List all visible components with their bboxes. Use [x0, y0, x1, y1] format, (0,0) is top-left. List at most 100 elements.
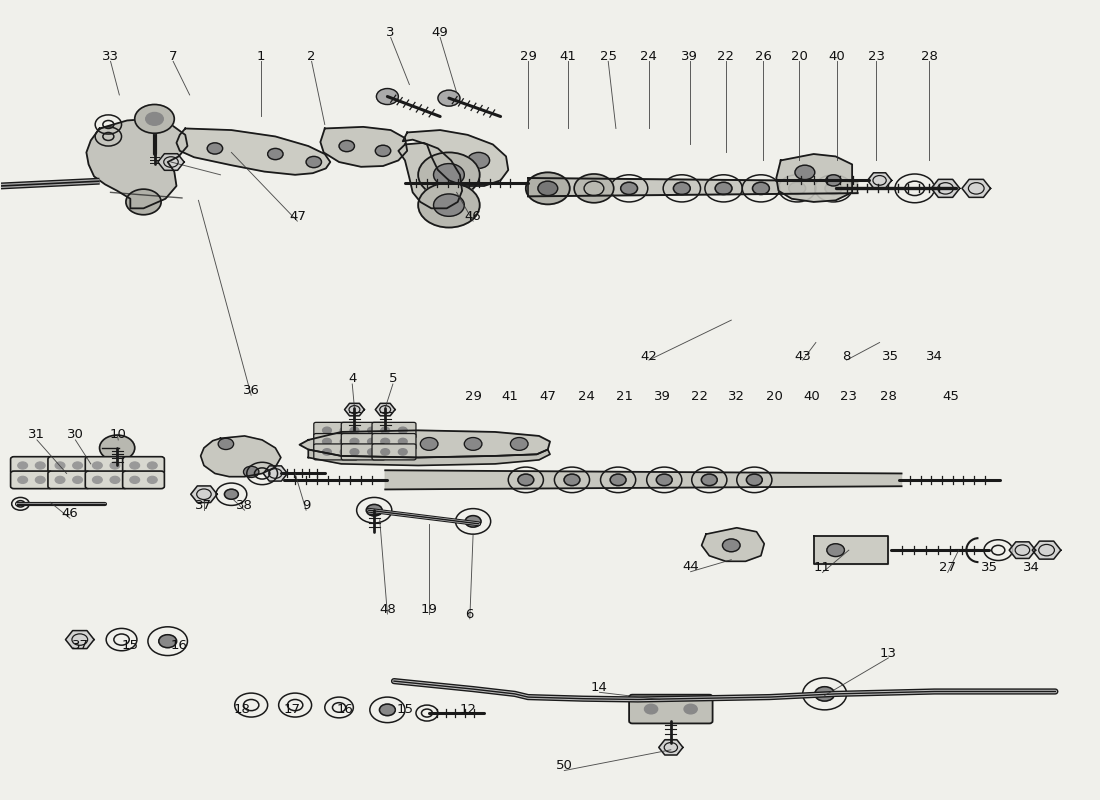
- Circle shape: [367, 427, 376, 434]
- Text: 39: 39: [653, 390, 671, 402]
- Text: 13: 13: [880, 646, 896, 660]
- Text: 43: 43: [794, 350, 811, 362]
- Circle shape: [518, 474, 534, 486]
- Polygon shape: [777, 154, 852, 202]
- Text: 45: 45: [943, 390, 959, 402]
- Circle shape: [464, 438, 482, 450]
- FancyBboxPatch shape: [86, 457, 126, 474]
- Text: 42: 42: [640, 350, 658, 362]
- Circle shape: [339, 141, 354, 152]
- Text: 28: 28: [880, 390, 896, 402]
- Circle shape: [322, 438, 331, 445]
- Circle shape: [620, 182, 638, 194]
- FancyBboxPatch shape: [48, 471, 90, 489]
- Text: 32: 32: [728, 390, 746, 402]
- Circle shape: [92, 476, 102, 483]
- Circle shape: [376, 89, 398, 105]
- Circle shape: [18, 462, 28, 469]
- Text: 35: 35: [981, 562, 998, 574]
- Circle shape: [367, 438, 376, 445]
- Circle shape: [110, 476, 120, 483]
- Text: 50: 50: [556, 759, 573, 772]
- Polygon shape: [702, 528, 764, 562]
- Text: 39: 39: [681, 50, 698, 63]
- Circle shape: [510, 438, 528, 450]
- Circle shape: [418, 153, 480, 197]
- Text: 31: 31: [29, 428, 45, 441]
- Circle shape: [564, 474, 580, 486]
- Text: 7: 7: [169, 50, 177, 63]
- Text: 19: 19: [420, 602, 438, 616]
- Circle shape: [73, 476, 82, 483]
- Circle shape: [375, 146, 390, 157]
- Circle shape: [538, 181, 558, 195]
- Text: 37: 37: [196, 499, 212, 512]
- Circle shape: [645, 704, 658, 714]
- Circle shape: [747, 474, 762, 486]
- Text: 37: 37: [73, 639, 89, 653]
- FancyBboxPatch shape: [11, 457, 53, 474]
- Text: 48: 48: [379, 602, 396, 616]
- Text: 24: 24: [578, 390, 595, 402]
- Text: 20: 20: [766, 390, 782, 402]
- Text: 12: 12: [459, 703, 476, 716]
- FancyBboxPatch shape: [122, 457, 164, 474]
- Polygon shape: [66, 630, 95, 649]
- Circle shape: [381, 427, 389, 434]
- Text: 38: 38: [236, 499, 253, 512]
- Text: 27: 27: [939, 562, 956, 574]
- Text: 9: 9: [301, 499, 310, 512]
- Circle shape: [224, 490, 239, 499]
- Circle shape: [574, 174, 614, 202]
- Polygon shape: [190, 486, 217, 502]
- Polygon shape: [659, 740, 683, 755]
- Circle shape: [376, 438, 394, 450]
- FancyBboxPatch shape: [314, 434, 358, 450]
- FancyBboxPatch shape: [372, 444, 416, 460]
- Circle shape: [125, 189, 161, 214]
- Polygon shape: [932, 179, 960, 198]
- Circle shape: [350, 427, 359, 434]
- Text: 41: 41: [559, 50, 576, 63]
- Circle shape: [134, 105, 174, 134]
- Polygon shape: [87, 119, 187, 208]
- Circle shape: [723, 539, 740, 552]
- Text: 49: 49: [432, 26, 449, 39]
- Text: 47: 47: [289, 210, 306, 223]
- Circle shape: [610, 474, 626, 486]
- Circle shape: [433, 164, 464, 186]
- Circle shape: [381, 449, 389, 455]
- Polygon shape: [868, 173, 892, 188]
- Circle shape: [366, 505, 382, 516]
- Text: 40: 40: [828, 50, 845, 63]
- Text: 41: 41: [500, 390, 518, 402]
- Polygon shape: [299, 430, 550, 458]
- Polygon shape: [814, 536, 889, 564]
- Polygon shape: [528, 178, 858, 196]
- Circle shape: [795, 166, 815, 179]
- Text: 16: 16: [170, 639, 187, 653]
- Text: 28: 28: [921, 50, 937, 63]
- Circle shape: [147, 462, 157, 469]
- Text: 4: 4: [348, 372, 356, 385]
- Circle shape: [673, 182, 690, 194]
- FancyBboxPatch shape: [372, 422, 416, 438]
- Circle shape: [92, 462, 102, 469]
- Circle shape: [526, 172, 570, 204]
- Text: 22: 22: [691, 390, 708, 402]
- Circle shape: [815, 686, 835, 701]
- Text: 17: 17: [284, 703, 300, 716]
- Text: 36: 36: [243, 384, 260, 397]
- Circle shape: [130, 462, 140, 469]
- Circle shape: [340, 449, 349, 455]
- Circle shape: [100, 435, 134, 461]
- Circle shape: [322, 427, 331, 434]
- Text: 14: 14: [591, 681, 608, 694]
- Circle shape: [420, 438, 438, 450]
- Text: 8: 8: [843, 350, 850, 362]
- Circle shape: [35, 462, 45, 469]
- Circle shape: [55, 462, 65, 469]
- Circle shape: [207, 143, 222, 154]
- Text: 23: 23: [868, 50, 884, 63]
- Text: 29: 29: [519, 50, 537, 63]
